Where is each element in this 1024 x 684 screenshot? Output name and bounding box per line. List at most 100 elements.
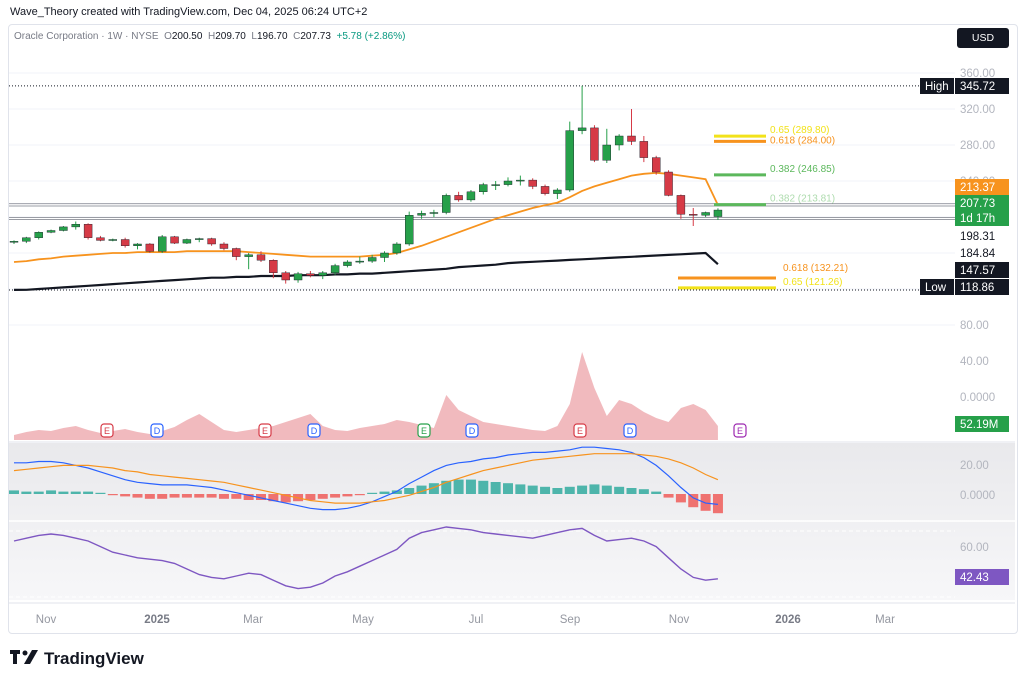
x-tick-label: Mar <box>875 614 895 626</box>
candle-body <box>170 236 179 244</box>
macd-histogram-bar <box>465 479 476 494</box>
earnings-marker <box>258 423 272 438</box>
macd-histogram-bar <box>157 494 168 499</box>
candle-body <box>639 141 649 158</box>
low-value-tag: 118.86 <box>960 282 994 294</box>
candle-body <box>577 127 587 131</box>
y-tick-label: 80.00 <box>960 320 989 332</box>
candle-body <box>701 212 710 216</box>
macd-histogram-bar <box>614 486 625 494</box>
support-tag-lower: 184.84 <box>960 248 996 260</box>
macd-histogram-bar <box>21 491 32 494</box>
candle-body <box>367 257 377 262</box>
macd-histogram-bar <box>354 494 365 496</box>
macd-histogram-bar <box>478 480 489 494</box>
macd-histogram-bar <box>107 494 118 496</box>
macd-histogram-bar <box>83 491 94 494</box>
rsi-tag: 42.43 <box>960 572 989 584</box>
currency-button[interactable]: USD <box>957 28 1009 48</box>
macd-histogram-bar <box>404 488 415 494</box>
candle-body <box>676 195 686 215</box>
level-tag-name-bg <box>920 78 954 94</box>
macd-histogram-bar <box>58 491 69 494</box>
y-tick-label: 320.00 <box>960 104 995 116</box>
candle-body <box>479 184 488 193</box>
candle-body <box>96 237 105 241</box>
candle-body <box>59 226 68 231</box>
candle-body <box>516 179 525 182</box>
symbol-interval[interactable]: 1W <box>107 31 123 42</box>
candle-body <box>83 223 93 238</box>
candle-body <box>553 189 562 194</box>
open-value: 200.50 <box>171 31 203 42</box>
level-tag-name-bg <box>920 279 954 295</box>
candle-body <box>120 239 130 247</box>
event-marker-label: E <box>577 426 583 436</box>
macd-histogram-bar <box>70 491 81 494</box>
x-tick-label: Nov <box>36 614 57 626</box>
candle-body <box>442 195 451 213</box>
event-marker-label: E <box>737 426 743 436</box>
candle-body <box>108 239 118 241</box>
candle-body <box>244 254 253 257</box>
event-marker-label: E <box>262 426 268 436</box>
macd-histogram-bar <box>144 494 155 499</box>
macd-histogram-bar <box>651 491 662 494</box>
ema-fast-tag-bg <box>955 179 1009 195</box>
candle-body <box>269 260 278 274</box>
macd-histogram-bar <box>256 494 266 500</box>
earnings-marker <box>417 423 431 438</box>
y-tick-label: 0.0000 <box>960 392 995 404</box>
macd-line <box>14 446 718 511</box>
candle-body <box>627 135 636 142</box>
macd-histogram-bar <box>688 494 699 508</box>
macd-histogram-bar <box>231 494 242 499</box>
rsi-tag-bg <box>955 569 1009 585</box>
candle-body <box>491 184 500 186</box>
candle-body <box>528 179 537 187</box>
macd-histogram-bar <box>46 490 57 494</box>
tradingview-logo[interactable]: TradingView <box>10 649 144 669</box>
candle-body <box>22 237 31 242</box>
macd-histogram-bar <box>700 494 711 511</box>
volume-area <box>14 352 718 440</box>
x-tick-label: Mar <box>243 614 263 626</box>
earnings-marker <box>465 423 479 438</box>
level-tag-name: High <box>925 81 949 93</box>
candle-body <box>318 272 327 276</box>
ema-slow-tag-bg <box>955 262 1009 278</box>
x-tick-label: 2026 <box>775 614 801 626</box>
macd-histogram-bar <box>330 494 341 498</box>
ema-slow-tag: 147.57 <box>960 265 995 277</box>
macd-histogram-bar <box>305 494 316 500</box>
macd-histogram-bar <box>379 491 390 494</box>
candle-body <box>614 135 624 146</box>
chart-attribution: Wave_Theory created with TradingView.com… <box>10 6 368 18</box>
macd-histogram-bar <box>9 490 19 494</box>
candle-body <box>540 186 550 194</box>
macd-histogram-bar <box>626 488 637 494</box>
fib-level-label: 0.65 (121.26) <box>783 277 843 288</box>
fib-level-label: 0.65 (289.80) <box>770 125 830 136</box>
macd-histogram-bar <box>95 492 106 494</box>
x-tick-label: 2025 <box>144 614 170 626</box>
macd-histogram-bar <box>367 492 378 494</box>
support-tag-upper: 198.31 <box>960 231 995 243</box>
macd-histogram-bar <box>428 483 439 494</box>
candle-body <box>281 272 290 281</box>
rsi-line <box>13 526 718 590</box>
macd-histogram-bar <box>391 490 402 494</box>
fib-level-label: 0.382 (246.85) <box>770 164 835 175</box>
close-value: 207.73 <box>300 31 331 42</box>
macd-histogram-bar <box>577 485 588 494</box>
macd-histogram-bar <box>675 494 686 503</box>
candle-body <box>71 223 80 228</box>
candle-body <box>405 214 414 245</box>
y-tick-label: 280.00 <box>960 140 995 152</box>
low-value: 196.70 <box>256 31 288 42</box>
x-tick-label: Sep <box>560 614 580 626</box>
candle-body <box>713 209 723 217</box>
symbol-name[interactable]: Oracle Corporation <box>14 31 99 42</box>
macd-histogram-bar <box>515 484 526 494</box>
